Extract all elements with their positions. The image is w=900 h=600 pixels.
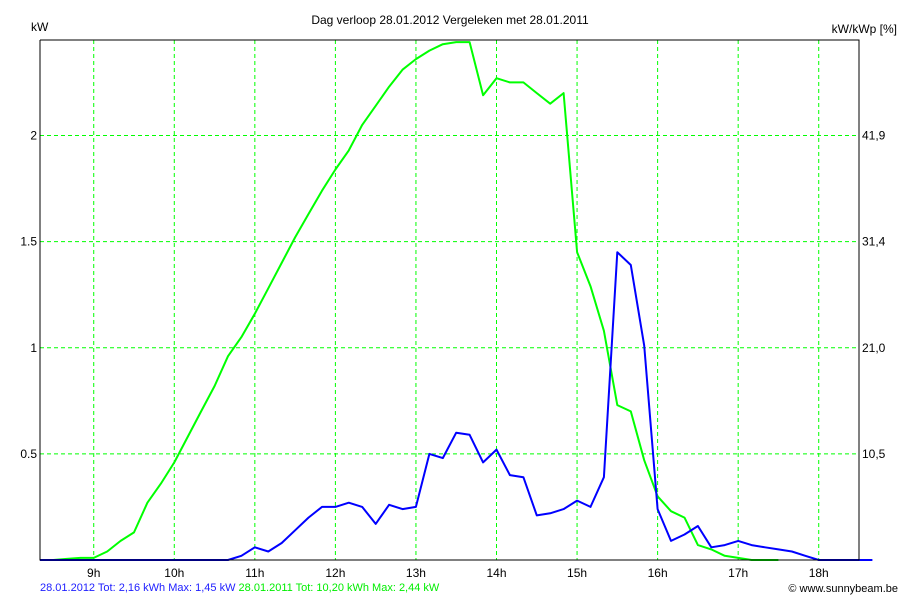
legend-2012: 28.01.2012 Tot: 2,16 kWh Max: 1,45 kW (40, 582, 236, 594)
legend-2011: 28.01.2011 Tot: 10,20 kWh Max: 2,44 kW (238, 582, 440, 594)
x-tick-label: 13h (406, 566, 426, 580)
x-tick-label: 15h (567, 566, 587, 580)
x-tick-label: 17h (728, 566, 748, 580)
x-tick-label: 16h (648, 566, 668, 580)
x-tick-label: 12h (325, 566, 345, 580)
y-axis-label: kW (31, 20, 49, 34)
x-tick-label: 9h (87, 566, 100, 580)
legend: 28.01.2012 Tot: 2,16 kWh Max: 1,45 kW 28… (40, 582, 439, 594)
y-right-tick-label: 21,0 (862, 341, 886, 355)
credit: © www.sunnybeam.be (788, 583, 898, 595)
series-line-28-01-2011 (40, 41, 779, 561)
y-axis-right-label: kW/kWp [%] (832, 22, 897, 36)
y-right-tick-label: 31,4 (862, 235, 886, 249)
y-tick-label: 0.5 (20, 447, 37, 461)
y-right-tick-label: 41,9 (862, 129, 886, 143)
chart-title: Dag verloop 28.01.2012 Vergeleken met 28… (311, 13, 589, 27)
x-tick-label: 11h (245, 566, 264, 580)
series-line-28-01-2012 (40, 251, 873, 561)
y-tick-label: 1 (30, 341, 37, 355)
plot-frame (39, 39, 860, 561)
x-tick-label: 14h (486, 566, 506, 580)
x-tick-label: 18h (809, 566, 829, 580)
y-right-tick-label: 10,5 (862, 447, 886, 461)
x-tick-label: 10h (164, 566, 184, 580)
y-tick-label: 1.5 (20, 235, 37, 249)
y-tick-label: 2 (30, 129, 37, 143)
